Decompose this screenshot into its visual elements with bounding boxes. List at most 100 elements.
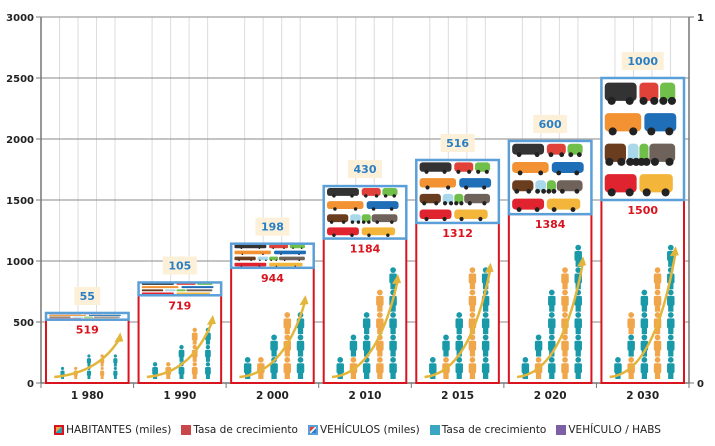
- growth-arrow: [609, 251, 677, 379]
- person-legs: [192, 373, 197, 379]
- person-icon: [640, 289, 649, 312]
- wheel: [514, 188, 520, 194]
- wheel: [617, 157, 626, 166]
- vehicle-icon: [382, 188, 398, 196]
- person-head: [641, 357, 648, 363]
- wheel: [665, 157, 674, 166]
- vehiculos-bar[interactable]: 55: [44, 286, 130, 321]
- person-head: [667, 312, 674, 318]
- legend: HABITANTES (miles) Tasa de crecimiento V…: [0, 424, 715, 436]
- habitantes-bar[interactable]: 944: [230, 266, 315, 384]
- vehiculos-bar-rect[interactable]: [229, 242, 315, 270]
- person-body: [574, 251, 582, 261]
- wheel: [280, 253, 282, 256]
- person-head: [535, 357, 542, 363]
- vehicle-icon: [164, 289, 176, 292]
- vehicle-icon: [327, 227, 359, 236]
- bars: 519 55 719 105 944 198 1184 430 1312 516 1384 600 15…: [44, 52, 686, 385]
- vehicle-icon: [366, 201, 399, 210]
- habitantes-bar[interactable]: 719: [137, 294, 223, 385]
- vehicle-icon: [649, 143, 676, 162]
- person-head: [615, 357, 621, 363]
- person-icon: [561, 267, 569, 290]
- wheel: [574, 188, 580, 194]
- vehiculos-bar[interactable]: 430: [322, 160, 408, 240]
- vehicle-icon: [234, 256, 256, 261]
- habitantes-bar[interactable]: 1384: [507, 213, 593, 384]
- person-icon: [481, 312, 490, 335]
- person-head: [244, 357, 251, 363]
- person-body: [640, 295, 649, 306]
- habitantes-bar[interactable]: 519: [45, 318, 130, 385]
- wheel: [371, 207, 376, 211]
- habitantes-bar[interactable]: 1312: [415, 221, 500, 384]
- vehiculos-bar[interactable]: 1000: [600, 52, 686, 202]
- habitantes-bar[interactable]: 1500: [600, 199, 686, 384]
- wheel: [361, 220, 366, 224]
- vehiculos-bar-rect[interactable]: [415, 158, 501, 225]
- person-head: [667, 334, 674, 341]
- person-legs: [443, 372, 449, 379]
- person-icon: [455, 312, 463, 335]
- person-body: [574, 340, 582, 351]
- legend-item-vehiculo-habs[interactable]: VEHÍCULO / HABS: [556, 424, 661, 436]
- right-y-tick-label: 1: [697, 13, 704, 24]
- person-legs: [377, 305, 383, 312]
- vehicle-icon: [83, 316, 94, 318]
- person-head: [350, 334, 357, 341]
- vehiculos-bar-rect[interactable]: [600, 76, 686, 202]
- legend-item-habitantes[interactable]: HABITANTES (miles): [54, 424, 171, 436]
- legend-item-vehiculos[interactable]: VEHÍCULOS (miles): [307, 424, 420, 436]
- person-legs: [100, 375, 104, 379]
- habitantes-bar[interactable]: 1184: [322, 237, 408, 384]
- person-body: [283, 363, 292, 374]
- person-icon: [376, 312, 384, 335]
- person-body: [389, 363, 397, 374]
- person-head: [548, 289, 555, 296]
- vehicle-icon: [639, 143, 649, 162]
- legend-item-tasa-habitantes[interactable]: Tasa de crecimiento: [181, 424, 298, 436]
- vehicle-icon: [454, 193, 464, 204]
- vehicles-bg: [138, 282, 222, 296]
- person-legs: [297, 327, 304, 335]
- wheel: [238, 259, 240, 262]
- vehiculos-value-label: 430: [354, 163, 377, 176]
- y-tick-label: 2000: [6, 135, 34, 146]
- person-legs: [469, 282, 476, 290]
- vehiculos-label-bg: [533, 114, 568, 133]
- person-icon: [667, 289, 675, 312]
- person-head: [654, 357, 661, 363]
- habitantes-value-label: 1184: [350, 243, 381, 256]
- legend-label: HABITANTES (miles): [66, 424, 172, 436]
- wheel: [559, 188, 565, 194]
- vehiculos-bar-rect[interactable]: [44, 311, 130, 321]
- vehicle-icon: [535, 180, 546, 192]
- person-legs: [284, 327, 290, 335]
- person-body: [548, 340, 556, 351]
- vehiculos-bar[interactable]: 198: [229, 217, 315, 270]
- vehiculos-bar[interactable]: 600: [507, 114, 593, 216]
- vehicle-icon: [72, 316, 84, 318]
- vehiculos-bar[interactable]: 516: [415, 133, 501, 225]
- person-head: [390, 357, 396, 363]
- person-legs: [390, 327, 396, 335]
- wheel: [283, 259, 286, 262]
- person-legs: [74, 375, 78, 379]
- wheel: [356, 220, 361, 224]
- vehiculos-bar-rect[interactable]: [137, 281, 223, 297]
- vehicle-icon: [361, 214, 371, 223]
- person-legs: [483, 305, 489, 312]
- wheel: [626, 157, 635, 166]
- person-body: [376, 295, 384, 306]
- person-body: [667, 363, 675, 374]
- person-body: [429, 363, 437, 374]
- vehicles-pictogram: [138, 282, 222, 296]
- legend-item-tasa-vehiculos[interactable]: Tasa de crecimiento: [429, 424, 546, 436]
- person-body: [548, 363, 556, 374]
- vehiculos-bar-rect[interactable]: [507, 139, 593, 216]
- vehiculos-bar[interactable]: 105: [137, 256, 223, 297]
- vehiculos-bar-rect[interactable]: [322, 184, 408, 240]
- wheel: [608, 127, 617, 136]
- wheel: [350, 233, 354, 238]
- growth-arrowhead: [114, 332, 124, 343]
